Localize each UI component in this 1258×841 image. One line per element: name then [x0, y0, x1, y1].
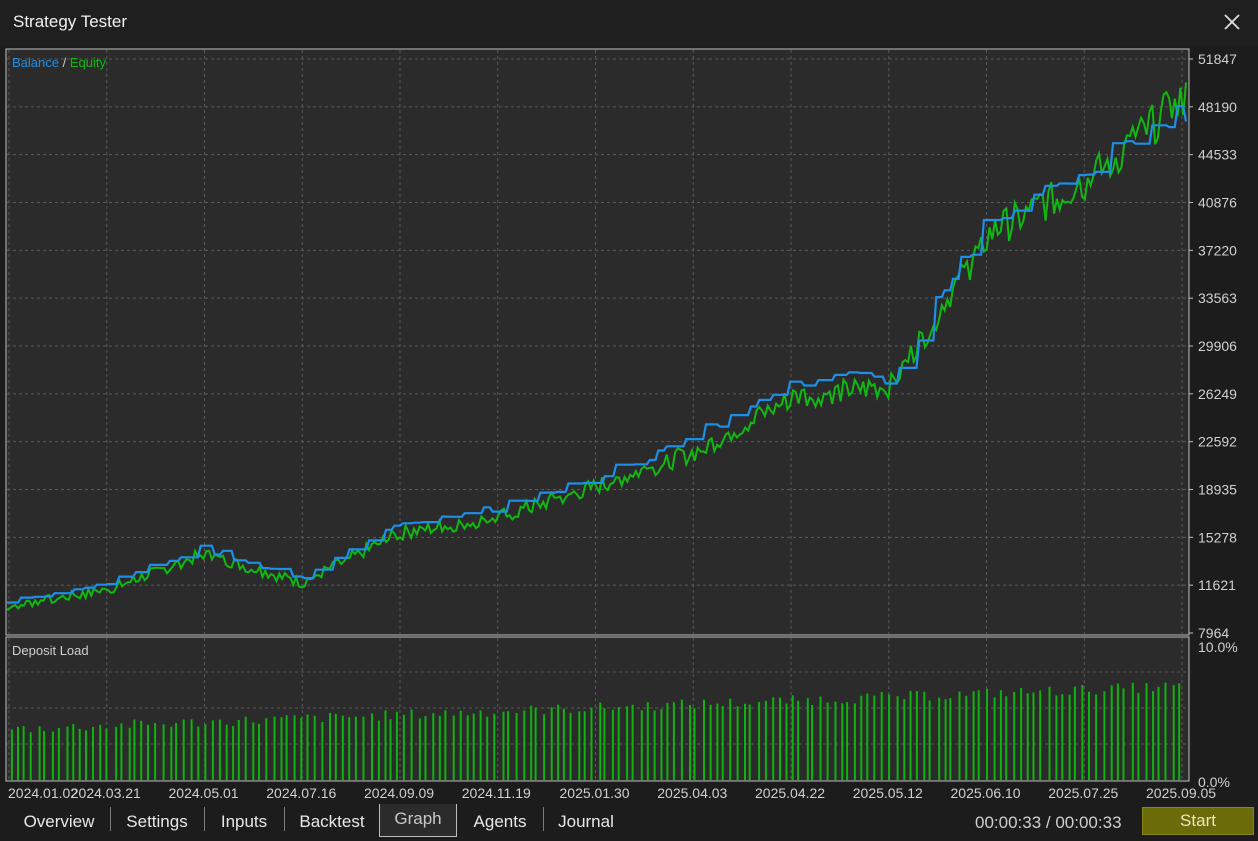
y-tick-label: 7964	[1198, 625, 1229, 641]
close-icon[interactable]	[1218, 8, 1246, 36]
x-tick-label: 2025.01.30	[560, 785, 630, 801]
title-bar: Strategy Tester	[0, 0, 1258, 45]
x-tick-label: 2024.05.01	[169, 785, 239, 801]
y-tick-label: 33563	[1198, 290, 1237, 306]
tab-separator	[204, 807, 205, 831]
x-tick-label: 2024.09.09	[364, 785, 434, 801]
series-lines	[6, 82, 1188, 611]
x-tick-label: 2024.11.19	[462, 785, 531, 801]
y-tick-label: 18935	[1198, 481, 1237, 497]
balance-line	[7, 105, 1188, 604]
x-tick-label: 2025.09.05	[1146, 785, 1216, 801]
y-tick-label: 15278	[1198, 529, 1237, 545]
chart-area: 51847 48190 44533 40876 37220 33563 29906 26249…	[0, 46, 1258, 802]
x-tick-label: 2024.01.02	[8, 785, 78, 801]
chart-svg: 51847 48190 44533 40876 37220 33563 29906 26249…	[5, 48, 1238, 801]
tab-settings[interactable]: Settings	[126, 812, 188, 831]
tab-graph[interactable]: Graph	[379, 804, 457, 837]
deposit-panel	[5, 636, 1190, 782]
x-tick-label: 2025.07.25	[1048, 785, 1118, 801]
balance-panel	[5, 48, 1190, 636]
elapsed-timer: 00:00:33 / 00:00:33	[975, 813, 1122, 832]
deposit-y-top: 10.0%	[1198, 639, 1238, 655]
x-tick-label: 2025.05.12	[853, 785, 923, 801]
deposit-load-label: Deposit Load	[12, 643, 89, 658]
x-tick-label: 2025.04.22	[755, 785, 825, 801]
equity-line	[6, 82, 1187, 611]
y-tick-label: 29906	[1198, 338, 1237, 354]
x-tick-label: 2025.04.03	[657, 785, 727, 801]
y-tick-label: 40876	[1198, 195, 1237, 211]
tab-overview[interactable]: Overview	[23, 812, 95, 831]
tab-separator	[543, 807, 544, 831]
x-tick-label: 2025.06.10	[951, 785, 1021, 801]
x-tick-label: 2024.03.21	[71, 785, 141, 801]
y-tick-label: 26249	[1198, 386, 1237, 402]
legend-separator: /	[59, 55, 70, 70]
y-tick-label: 44533	[1198, 147, 1237, 163]
x-tick-label: 2024.07.16	[266, 785, 336, 801]
tab-separator	[110, 807, 111, 831]
tab-inputs[interactable]: Inputs	[220, 812, 268, 831]
tab-journal[interactable]: Journal	[558, 812, 614, 831]
window-title: Strategy Tester	[13, 12, 128, 31]
y-tick-label: 11621	[1198, 577, 1236, 593]
start-button[interactable]: Start	[1142, 807, 1254, 835]
deposit-y-bottom: 0.0%	[1198, 774, 1230, 790]
legend: Balance / Equity	[12, 55, 106, 70]
y-tick-label: 51847	[1198, 51, 1237, 67]
tab-bar: Overview Settings Inputs Backtest Graph …	[0, 804, 1258, 841]
legend-equity: Equity	[70, 55, 107, 70]
y-tick-label: 48190	[1198, 99, 1237, 115]
tab-agents[interactable]: Agents	[473, 812, 527, 831]
grid-deposit	[7, 638, 1188, 780]
tab-backtest[interactable]: Backtest	[299, 812, 365, 831]
tab-separator	[284, 807, 285, 831]
deposit-bars	[10, 682, 1181, 780]
y-tick-label: 22592	[1198, 434, 1237, 450]
y-tick-label: 37220	[1198, 242, 1237, 258]
y-axis-ticks: 51847 48190 44533 40876 37220 33563 29906 26249…	[1189, 51, 1237, 641]
legend-balance: Balance	[12, 55, 59, 70]
